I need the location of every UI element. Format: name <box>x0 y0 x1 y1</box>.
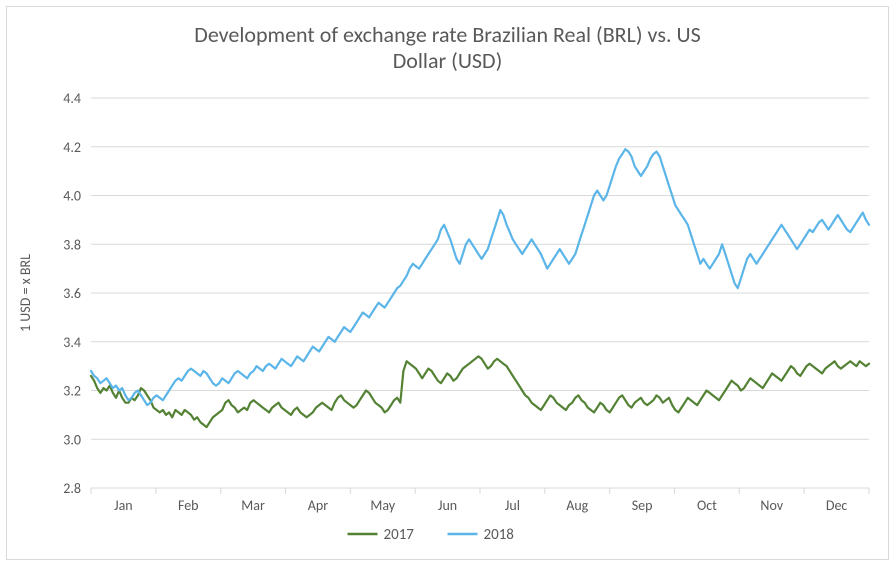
x-tick-label: Nov <box>760 497 783 514</box>
series-line-2017 <box>91 356 869 427</box>
y-axis-title: 1 USD = x BRL <box>17 254 34 332</box>
y-tick-label: 3.8 <box>63 236 81 253</box>
x-tick-label: May <box>370 497 395 514</box>
x-tick-label: Jan <box>114 497 133 514</box>
y-tick-label: 3.6 <box>63 285 81 302</box>
chart-container: Development of exchange rate Brazilian R… <box>0 0 895 566</box>
y-tick-label: 2.8 <box>63 480 81 497</box>
chart-title-line2: Dollar (USD) <box>393 47 503 74</box>
y-tick-label: 3.0 <box>63 431 81 448</box>
x-tick-label: Apr <box>308 497 328 514</box>
y-tick-label: 4.2 <box>63 139 81 156</box>
x-tick-label: Jun <box>438 497 457 514</box>
y-tick-label: 3.4 <box>63 334 81 351</box>
chart-outer-border <box>7 7 889 560</box>
legend-label-2017: 2017 <box>384 526 415 544</box>
legend-label-2018: 2018 <box>484 526 514 544</box>
chart-svg: Development of exchange rate Brazilian R… <box>6 6 889 560</box>
x-tick-label: Jul <box>505 497 520 514</box>
x-tick-label: Sep <box>632 497 653 514</box>
chart-plot-wrapper: Development of exchange rate Brazilian R… <box>6 6 889 560</box>
chart-title-line1: Development of exchange rate Brazilian R… <box>194 21 700 48</box>
series-line-2018 <box>91 149 869 405</box>
x-tick-label: Oct <box>697 497 717 514</box>
y-tick-label: 4.0 <box>63 188 81 205</box>
y-tick-label: 3.2 <box>63 383 81 400</box>
x-tick-label: Feb <box>178 497 199 514</box>
x-tick-label: Mar <box>241 497 265 514</box>
y-tick-label: 4.4 <box>63 90 81 107</box>
x-tick-label: Dec <box>826 497 848 514</box>
x-tick-label: Aug <box>566 497 588 514</box>
